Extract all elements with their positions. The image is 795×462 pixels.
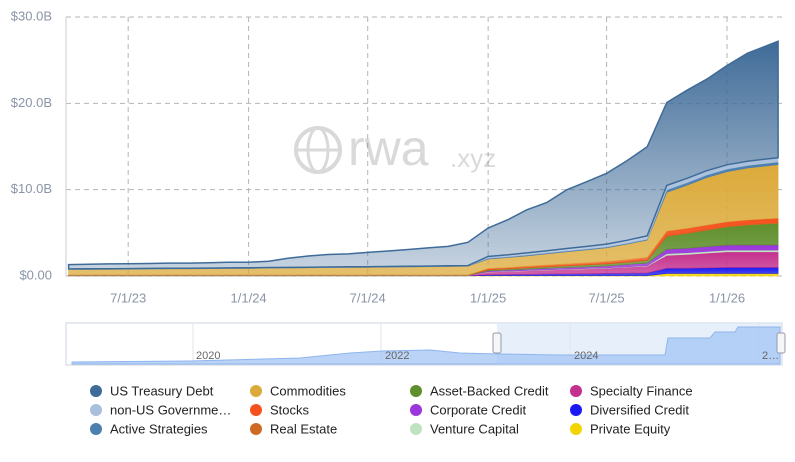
legend-marker (250, 385, 262, 397)
navigator-handle[interactable] (492, 332, 502, 354)
legend-item[interactable]: Private Equity (570, 421, 671, 436)
y-tick-label: $0.00 (19, 267, 52, 282)
legend-marker (570, 404, 582, 416)
navigator-label: 2… (762, 350, 779, 362)
legend-item[interactable]: Commodities (250, 383, 346, 398)
x-tick-label: 1/1/25 (470, 290, 506, 305)
legend-marker (410, 423, 422, 435)
legend-marker (90, 385, 102, 397)
legend-marker (410, 385, 422, 397)
legend-marker (250, 423, 262, 435)
legend-label: Specialty Finance (590, 383, 693, 398)
legend-label: Diversified Credit (590, 402, 689, 417)
navigator-series (71, 326, 781, 365)
x-tick-label: 1/1/24 (231, 290, 267, 305)
y-tick-label: $10.0B (11, 181, 52, 196)
legend-item[interactable]: Specialty Finance (570, 383, 693, 398)
legend-label: Stocks (270, 402, 310, 417)
area (67, 40, 779, 270)
legend-marker (90, 423, 102, 435)
legend-item[interactable]: Corporate Credit (410, 402, 526, 417)
legend-item[interactable]: Stocks (250, 402, 310, 417)
watermark: rwa .xyz (294, 120, 496, 176)
x-tick-label: 7/1/24 (350, 290, 386, 305)
globe-icon (306, 126, 330, 174)
x-tick-label: 7/1/23 (110, 290, 146, 305)
navigator-label: 2022 (385, 350, 409, 362)
legend-label: US Treasury Debt (110, 383, 214, 398)
legend-label: Real Estate (270, 421, 337, 436)
navigator[interactable]: 2020 2022 2024 2… (65, 322, 786, 366)
navigator-handle[interactable] (776, 332, 786, 354)
legend-label: Active Strategies (110, 421, 208, 436)
axes: $0.00 $10.0B $20.0B $30.0B 7/1/23 1/1/24 7/1/2… (11, 8, 745, 305)
watermark-brand: rwa (348, 120, 429, 176)
navigator-label: 2024 (574, 350, 598, 362)
legend-item[interactable]: Diversified Credit (570, 402, 689, 417)
legend-label: Venture Capital (430, 421, 519, 436)
legend: US Treasury Debt non-US Governme… Active S… (90, 383, 693, 436)
legend-label: Private Equity (590, 421, 671, 436)
legend-label: Asset-Backed Credit (430, 383, 549, 398)
legend-label: Commodities (270, 383, 346, 398)
legend-label: Corporate Credit (430, 402, 526, 417)
legend-item[interactable]: Active Strategies (90, 421, 208, 436)
legend-item[interactable]: US Treasury Debt (90, 383, 214, 398)
watermark-domain: .xyz (450, 143, 496, 173)
legend-item[interactable]: Real Estate (250, 421, 337, 436)
y-tick-label: $20.0B (11, 95, 52, 110)
x-tick-label: 1/1/26 (709, 290, 745, 305)
legend-marker (250, 404, 262, 416)
areas (67, 40, 779, 277)
x-tick-label: 7/1/25 (589, 290, 625, 305)
legend-marker (410, 404, 422, 416)
legend-item[interactable]: Asset-Backed Credit (410, 383, 549, 398)
legend-label: non-US Governme… (110, 402, 231, 417)
legend-marker (570, 385, 582, 397)
y-tick-label: $30.0B (11, 8, 52, 23)
legend-marker (90, 404, 102, 416)
legend-item[interactable]: non-US Governme… (90, 402, 231, 417)
legend-item[interactable]: Venture Capital (410, 421, 519, 436)
legend-marker (570, 423, 582, 435)
navigator-label: 2020 (196, 350, 220, 362)
globe-icon (294, 126, 342, 174)
